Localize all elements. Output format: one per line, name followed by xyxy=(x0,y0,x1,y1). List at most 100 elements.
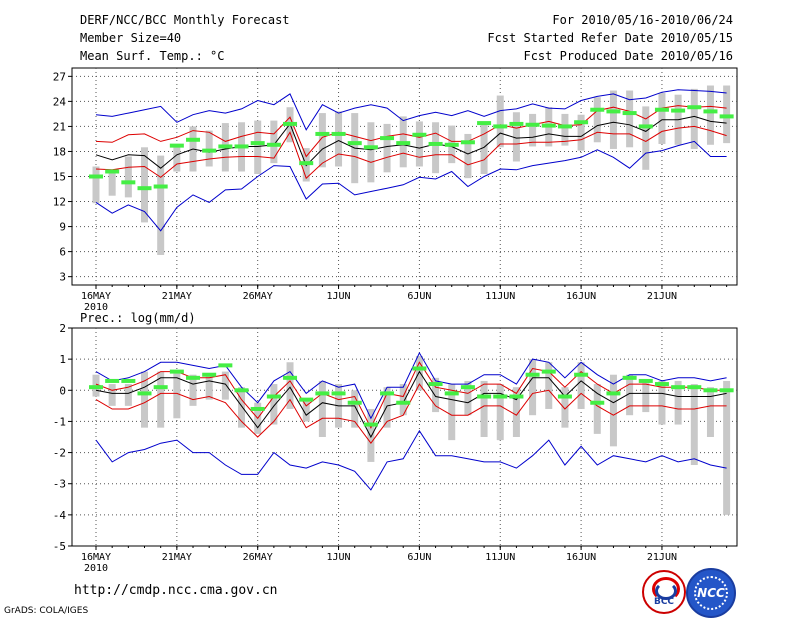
obs-marker xyxy=(347,400,362,405)
spread-bar xyxy=(642,106,650,170)
y-tick-label: 18 xyxy=(53,145,66,158)
obs-marker xyxy=(331,391,346,396)
spread-bar xyxy=(108,384,116,406)
obs-marker xyxy=(89,385,103,390)
y-tick-label: 24 xyxy=(53,95,67,108)
obs-marker xyxy=(363,422,378,427)
obs-marker xyxy=(703,388,718,393)
obs-marker xyxy=(719,388,734,393)
spread-bar xyxy=(496,384,504,441)
series-upper-line xyxy=(95,361,727,429)
x-tick-label: 11JUN xyxy=(485,291,515,302)
panel2-title: Prec.: log(mm/d) xyxy=(80,311,196,325)
spread-bar xyxy=(254,120,262,174)
y-tick-label: 12 xyxy=(53,196,66,209)
spread-bar xyxy=(529,359,537,416)
obs-marker xyxy=(525,122,540,127)
obs-marker xyxy=(541,123,556,128)
bcc-logo-text: BCC xyxy=(653,597,675,607)
obs-marker xyxy=(153,385,168,390)
spread-bar xyxy=(173,144,181,172)
y-tick-label: -4 xyxy=(53,509,67,522)
obs-marker xyxy=(266,394,281,399)
y-tick-label: 1 xyxy=(59,353,66,366)
obs-marker xyxy=(444,142,459,147)
obs-marker xyxy=(105,378,120,383)
started-date: Fcst Started Refer Date 2010/05/15 xyxy=(487,31,733,45)
x-tick-label: 6JUN xyxy=(407,552,431,563)
spread-bar xyxy=(658,380,666,425)
x-tick-label: 16JUN xyxy=(566,291,596,302)
obs-marker xyxy=(606,109,621,114)
spread-bar xyxy=(448,384,456,441)
spread-bar xyxy=(238,387,246,428)
obs-marker xyxy=(186,137,201,142)
obs-marker xyxy=(509,121,524,126)
spread-bar xyxy=(674,380,682,425)
footer-url[interactable]: http://cmdp.ncc.cma.gov.cn xyxy=(74,583,278,598)
member-size: Member Size=40 xyxy=(80,31,182,45)
chart-panel-2: -5 -4 -3 -2 -1 0 1 2 16MAY 21MAY 26MAY 1JUN 6JUN 11JU… xyxy=(53,322,738,574)
spread-bar xyxy=(141,371,149,428)
series-upper-line xyxy=(95,105,727,158)
spread-bar xyxy=(480,380,488,437)
obs-marker xyxy=(169,369,184,374)
bcc-logo: BCC xyxy=(642,570,686,614)
y-tick-label: 0 xyxy=(59,384,66,397)
obs-marker xyxy=(525,372,540,377)
obs-marker xyxy=(105,169,120,174)
spread-bar xyxy=(432,122,440,174)
obs-marker xyxy=(671,108,686,113)
obs-marker xyxy=(218,363,233,368)
spread-bar xyxy=(399,384,407,416)
spread-bar xyxy=(545,362,553,409)
x-tick-label: 6JUN xyxy=(407,291,431,302)
obs-marker xyxy=(380,136,395,141)
obs-marker xyxy=(557,124,572,129)
x-tick-label: 26MAY xyxy=(243,291,273,302)
y-tick-label: 15 xyxy=(53,171,66,184)
obs-marker xyxy=(266,142,281,147)
obs-marker xyxy=(622,375,637,380)
spread-bar xyxy=(593,384,601,434)
obs-marker xyxy=(622,111,637,116)
spread-bar xyxy=(92,166,100,204)
obs-marker xyxy=(89,174,103,179)
spread-bar xyxy=(723,380,731,515)
series-max-line xyxy=(95,89,727,131)
spread-bar xyxy=(496,95,504,148)
obs-marker xyxy=(331,131,346,136)
y-tick-label: -3 xyxy=(53,478,66,491)
spread-bar xyxy=(157,155,165,255)
obs-marker xyxy=(153,184,168,189)
obs-marker xyxy=(363,145,378,150)
obs-marker xyxy=(638,378,653,383)
x-tick-label: 21MAY xyxy=(162,291,192,302)
obs-marker xyxy=(493,394,508,399)
spread-bar xyxy=(593,97,601,143)
spread-bar xyxy=(609,90,617,149)
obs-marker xyxy=(137,186,152,191)
spread-bar xyxy=(205,374,213,400)
obs-marker xyxy=(299,397,314,402)
spread-bar xyxy=(690,384,698,466)
y-tick-label: 21 xyxy=(53,120,66,133)
obs-marker xyxy=(121,378,136,383)
spread-bar xyxy=(383,123,391,173)
spread-bar xyxy=(723,85,731,144)
obs-marker xyxy=(186,375,201,380)
obs-marker xyxy=(428,382,443,387)
spread-bar xyxy=(415,356,423,391)
spread-bar xyxy=(221,371,229,400)
series-lower-line xyxy=(95,383,727,445)
obs-marker xyxy=(590,400,605,405)
spread-bar xyxy=(173,371,181,419)
chart-title: DERF/NCC/BCC Monthly Forecast xyxy=(80,13,290,27)
ncc-logo-text: NCC xyxy=(697,586,725,600)
series-lower-line xyxy=(95,125,727,180)
x-tick-label: 16MAY xyxy=(81,552,111,563)
obs-marker xyxy=(557,394,572,399)
spread-bar xyxy=(706,387,714,437)
spread-bar xyxy=(351,390,359,428)
